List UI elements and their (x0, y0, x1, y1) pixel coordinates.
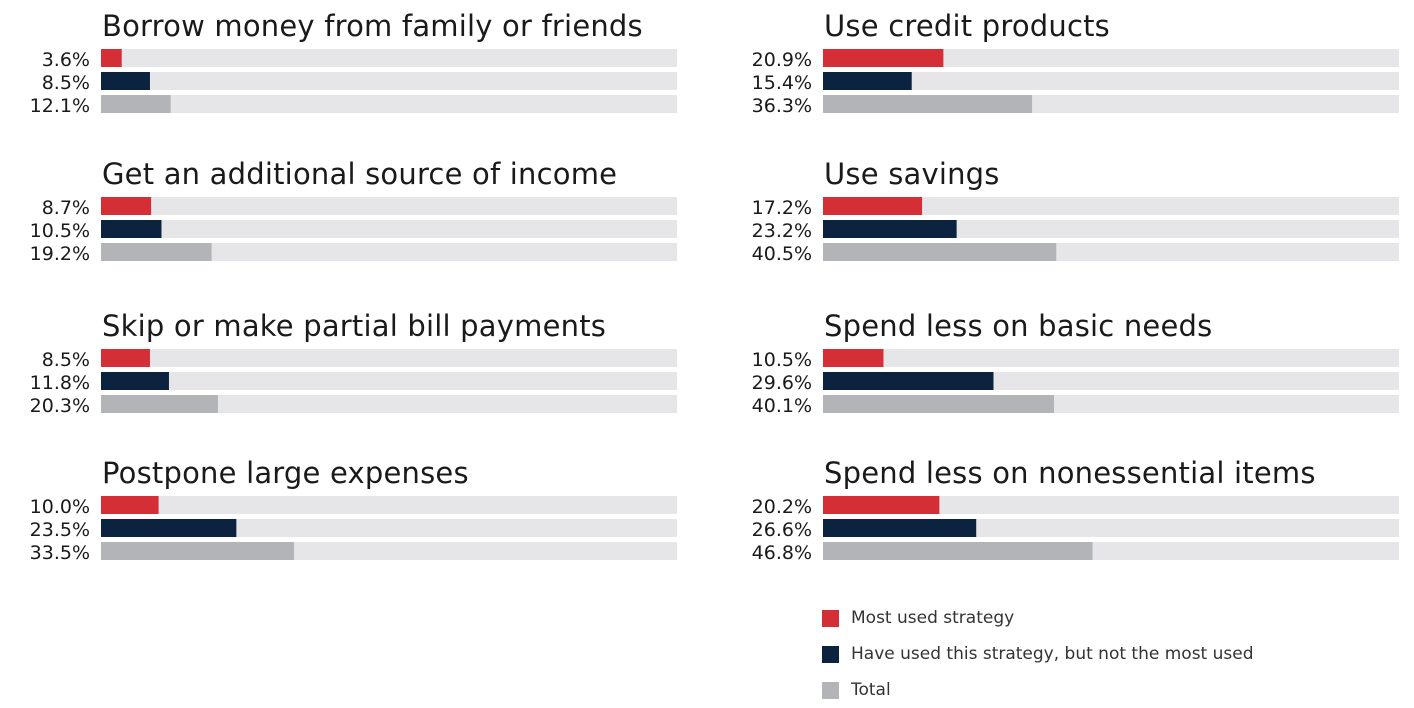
bar (823, 95, 1033, 113)
bar (823, 395, 1054, 413)
bar-track (101, 372, 677, 390)
bar (823, 243, 1057, 261)
value-label: 20.2% (752, 496, 812, 518)
panel-title: Use credit products (824, 9, 1110, 43)
legend: Most used strategy Have used this strate… (822, 600, 1254, 708)
bar-track (823, 197, 1399, 215)
bar-track (823, 220, 1399, 238)
bar (101, 49, 122, 67)
value-label: 20.3% (30, 395, 90, 417)
value-label: 23.2% (752, 220, 812, 242)
bar (823, 519, 977, 537)
value-label: 10.5% (30, 220, 90, 242)
bar (823, 49, 944, 67)
bar (101, 220, 162, 238)
legend-item-most-used: Most used strategy (822, 600, 1254, 636)
value-label: 40.1% (752, 395, 812, 417)
legend-label: Have used this strategy, but not the mos… (851, 644, 1254, 664)
value-label: 8.7% (42, 197, 90, 219)
value-label: 19.2% (30, 243, 90, 265)
value-label: 8.5% (42, 349, 90, 371)
bar-track (101, 72, 677, 90)
panel-title: Use savings (824, 157, 1000, 191)
value-label: 10.0% (30, 496, 90, 518)
value-label: 8.5% (42, 72, 90, 94)
bar-track (823, 349, 1399, 367)
panel-title: Spend less on nonessential items (824, 456, 1316, 490)
bar (101, 542, 294, 560)
value-label: 11.8% (30, 372, 90, 394)
bar-track (101, 243, 677, 261)
value-label: 46.8% (752, 542, 812, 564)
value-label: 15.4% (752, 72, 812, 94)
value-label: 29.6% (752, 372, 812, 394)
legend-label: Total (851, 680, 891, 700)
bar-track (823, 496, 1399, 514)
bar (101, 372, 169, 390)
value-label: 23.5% (30, 519, 90, 541)
value-label: 40.5% (752, 243, 812, 265)
panel-title: Postpone large expenses (102, 456, 469, 490)
bar-track (101, 220, 677, 238)
bar-track (823, 49, 1399, 67)
legend-swatch (822, 681, 839, 699)
panel-title: Borrow money from family or friends (102, 9, 643, 43)
bar (101, 197, 152, 215)
value-label: 26.6% (752, 519, 812, 541)
bar (101, 395, 218, 413)
bar (101, 519, 237, 537)
legend-swatch (822, 645, 839, 663)
bar-track (101, 197, 677, 215)
legend-swatch (822, 609, 839, 627)
bar (101, 95, 171, 113)
legend-item-used-not-most: Have used this strategy, but not the mos… (822, 636, 1254, 672)
bar-track (823, 72, 1399, 90)
value-label: 33.5% (30, 542, 90, 564)
bar-track (101, 519, 677, 537)
bar (101, 243, 212, 261)
value-label: 3.6% (42, 49, 90, 71)
bar-track (101, 395, 677, 413)
bar (101, 72, 150, 90)
bar (823, 197, 923, 215)
bar (823, 72, 912, 90)
bar (101, 349, 150, 367)
bar (823, 349, 884, 367)
bar-track (101, 496, 677, 514)
value-label: 17.2% (752, 197, 812, 219)
panel-title: Skip or make partial bill payments (102, 309, 606, 343)
bar (101, 496, 159, 514)
bar-track (101, 349, 677, 367)
bar (823, 542, 1093, 560)
bar-track (101, 95, 677, 113)
bar (823, 220, 957, 238)
bar (823, 372, 994, 390)
value-label: 36.3% (752, 95, 812, 117)
value-label: 10.5% (752, 349, 812, 371)
legend-label: Most used strategy (851, 608, 1015, 628)
legend-item-total: Total (822, 672, 1254, 708)
value-label: 12.1% (30, 95, 90, 117)
bar-track (101, 49, 677, 67)
panel-title: Get an additional source of income (102, 157, 617, 191)
panel-title: Spend less on basic needs (824, 309, 1212, 343)
bar (823, 496, 940, 514)
value-label: 20.9% (752, 49, 812, 71)
